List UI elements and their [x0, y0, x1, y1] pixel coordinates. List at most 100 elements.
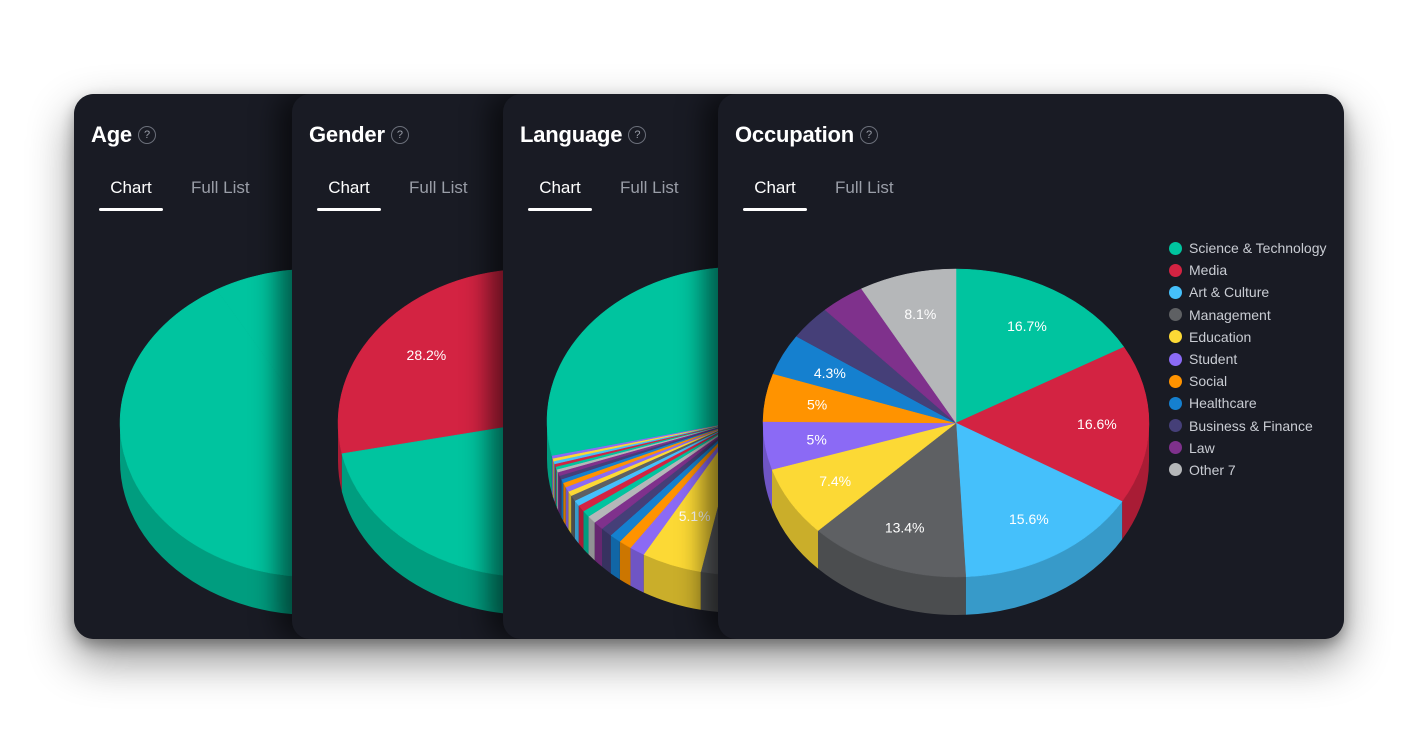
legend-swatch	[1169, 330, 1182, 344]
pie-slice-side	[554, 463, 556, 505]
legend-swatch	[1169, 308, 1182, 322]
pie-slice-side	[120, 423, 356, 615]
legend-label: Law	[1189, 439, 1215, 456]
legend-label: Social	[1189, 373, 1228, 390]
tab-chart[interactable]: Chart	[743, 178, 807, 211]
pie-chart-stack: Age ? Chart Full List 7.8% Gender ? Char…	[74, 94, 1344, 639]
tab-full-list[interactable]: Full List	[191, 178, 250, 197]
legend-label: Healthcare	[1189, 395, 1257, 412]
legend-item[interactable]: Media	[1169, 259, 1327, 281]
legend-swatch	[1169, 374, 1182, 388]
pie-slice-side	[965, 501, 1123, 615]
pie-slice-side	[565, 487, 569, 530]
panel-title: Occupation ?	[735, 122, 879, 148]
pie-slice-side	[555, 466, 557, 508]
help-icon[interactable]: ?	[390, 126, 409, 144]
legend-label: Art & Culture	[1189, 284, 1270, 301]
pie-slice-label: 5%	[807, 396, 827, 412]
tab-bar: Chart Full List	[99, 178, 278, 211]
pie-slice-side	[630, 547, 644, 593]
pie-slice-label: 16.7%	[1007, 318, 1047, 334]
pie-slice[interactable]	[955, 346, 1150, 502]
pie-slice-side	[578, 505, 584, 550]
pie-slice[interactable]	[955, 422, 1123, 578]
tab-full-list[interactable]: Full List	[835, 178, 894, 197]
pie-slice-label: 15.6%	[1009, 511, 1049, 527]
pie-slice-side	[818, 530, 966, 616]
panel-title: Gender ?	[309, 122, 409, 148]
legend-item[interactable]: Law	[1169, 437, 1327, 459]
legend-label: Business & Finance	[1189, 417, 1313, 434]
pie-slice-side	[556, 469, 558, 511]
legend-swatch	[1169, 441, 1182, 455]
pie-slice-side	[551, 455, 553, 497]
pie-slice[interactable]	[817, 422, 967, 578]
legend-item[interactable]: Science & Technology	[1169, 237, 1327, 259]
pie-slice-label: 5.1%	[679, 508, 711, 524]
legend-label: Student	[1189, 351, 1238, 368]
pie-slice[interactable]	[955, 268, 1125, 424]
pie-label-group: 16.7% 16.6% 15.6% 13.4% 7.4% 5% 5% 4.3% 8.1%	[807, 306, 1117, 535]
help-icon[interactable]: ?	[628, 126, 647, 144]
occupation-pie-chart: 16.7% 16.6% 15.6% 13.4% 7.4% 5% 5% 4.3% 8.1%	[762, 268, 1150, 616]
pie-slice-side	[594, 522, 603, 567]
tab-chart[interactable]: Chart	[528, 178, 592, 211]
pie-slice-side	[771, 469, 819, 569]
tab-chart[interactable]: Chart	[317, 178, 381, 211]
panel-title: Age ?	[91, 122, 156, 148]
panel-title: Language ?	[520, 122, 647, 148]
legend-swatch	[1169, 463, 1182, 477]
language-title: Language	[520, 122, 623, 147]
tab-bar: Chart Full List	[528, 178, 707, 211]
pie-slice-side	[563, 482, 566, 526]
pie-slice-label: 16.6%	[1077, 416, 1117, 432]
legend-item[interactable]: Other 7	[1169, 459, 1327, 481]
tab-full-list[interactable]: Full List	[620, 178, 679, 197]
pie-slice-side	[553, 461, 555, 502]
pie-slice-side	[583, 511, 589, 555]
pie-slice-side	[557, 472, 560, 514]
pie-slice-side	[552, 458, 554, 500]
pie-slice-label: 7.4%	[819, 473, 851, 489]
pie-slice-side	[561, 479, 564, 521]
pie-slice[interactable]	[861, 268, 957, 424]
legend-label: Science & Technology	[1189, 240, 1327, 257]
pie-slice-side	[559, 475, 562, 518]
legend-item[interactable]: Management	[1169, 304, 1327, 326]
pie-side-group	[763, 423, 1149, 616]
pie-slice-side	[763, 423, 772, 508]
legend-swatch	[1169, 263, 1182, 277]
pie-slice-side	[568, 491, 572, 534]
help-icon[interactable]: ?	[860, 126, 879, 144]
tab-bar: Chart Full List	[743, 178, 922, 211]
legend-item[interactable]: Education	[1169, 326, 1327, 348]
tab-full-list[interactable]: Full List	[409, 178, 468, 197]
legend-label: Education	[1189, 328, 1252, 345]
legend-item[interactable]: Student	[1169, 348, 1327, 370]
legend-swatch	[1169, 285, 1182, 299]
pie-slice-label: 5%	[807, 432, 827, 448]
legend-item[interactable]: Art & Culture	[1169, 281, 1327, 303]
legend-item[interactable]: Healthcare	[1169, 392, 1327, 414]
age-title: Age	[91, 122, 132, 147]
pie-slice-side	[588, 516, 595, 561]
pie-slice-label: 13.4%	[885, 520, 925, 536]
legend-swatch	[1169, 396, 1182, 410]
legend-item[interactable]: Social	[1169, 370, 1327, 392]
legend-swatch	[1169, 419, 1182, 433]
tab-chart[interactable]: Chart	[99, 178, 163, 211]
pie-slice-side	[571, 495, 575, 539]
occupation-title: Occupation	[735, 122, 855, 147]
chart-legend: Science & Technology Media Art & Culture Ma…	[1169, 237, 1327, 481]
legend-item[interactable]: Business & Finance	[1169, 415, 1327, 437]
pie-slice-label: 28.2%	[407, 347, 447, 363]
legend-label: Media	[1189, 262, 1228, 279]
help-icon[interactable]: ?	[137, 126, 156, 144]
pie-slice-side	[1122, 423, 1149, 540]
pie-slice[interactable]	[337, 268, 532, 454]
occupation-panel: Occupation ? Chart Full List 16.7% 16.6% 1…	[718, 94, 1344, 639]
pie-slice-label: 8.1%	[904, 306, 936, 322]
pie-slice-side	[574, 500, 579, 544]
pie-slice-label: 4.3%	[814, 365, 846, 381]
pie-slice-side	[602, 528, 611, 574]
